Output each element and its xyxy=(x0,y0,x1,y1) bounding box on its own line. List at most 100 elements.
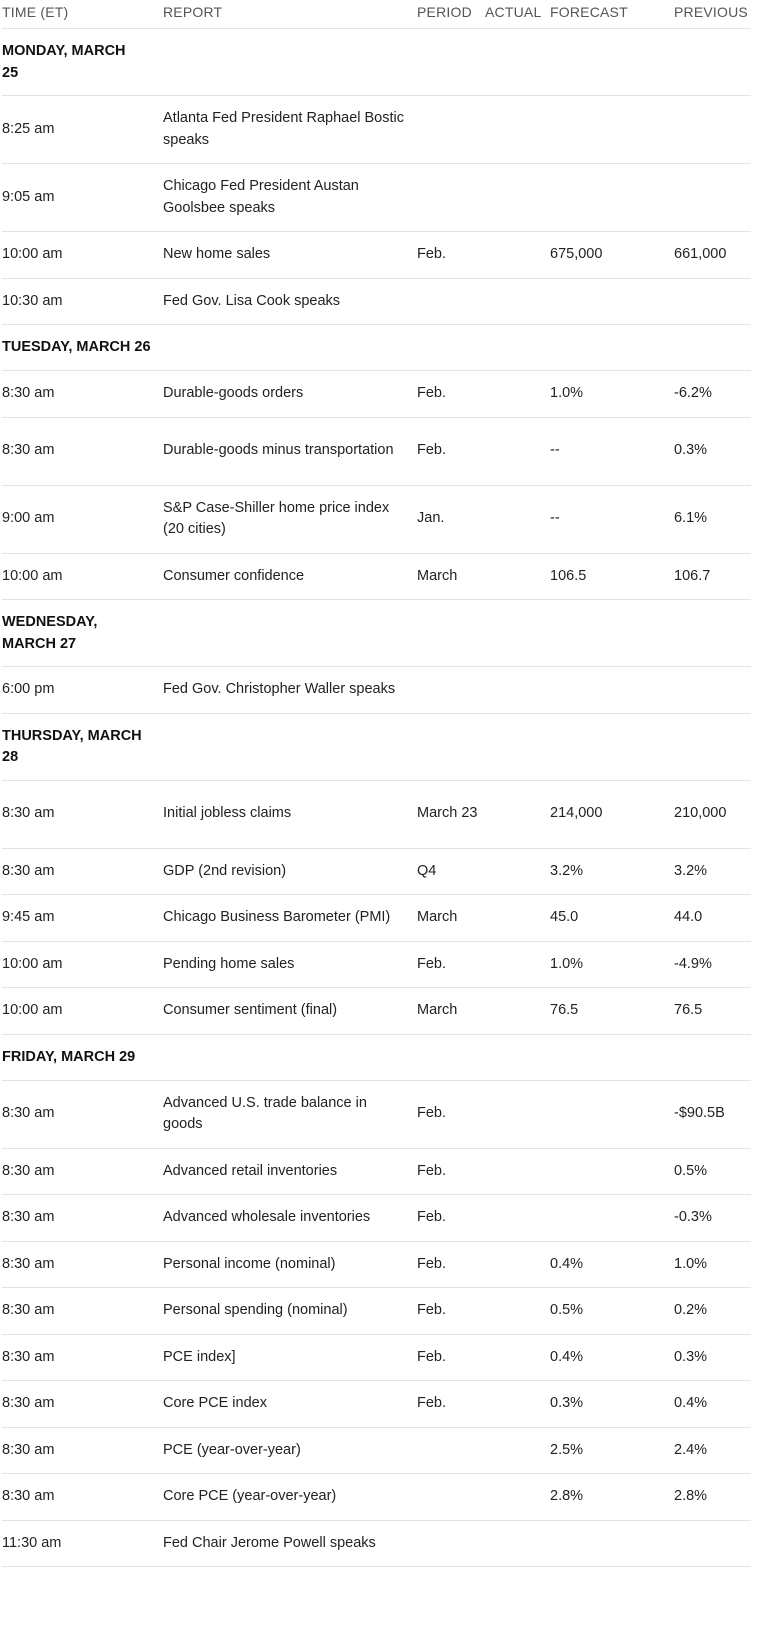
period-cell: March xyxy=(417,553,485,600)
forecast-cell: -- xyxy=(550,417,674,486)
day-label: FRIDAY, MARCH 29 xyxy=(2,1048,136,1065)
header-time: TIME (ET) xyxy=(2,0,163,29)
previous-cell xyxy=(674,163,751,232)
forecast-cell xyxy=(550,95,674,164)
actual-cell xyxy=(485,848,550,895)
period-cell: Feb. xyxy=(417,1148,485,1195)
forecast-cell: 1.0% xyxy=(550,370,674,418)
report-cell: S&P Case-Shiller home price index (20 ci… xyxy=(163,485,417,554)
report-cell: Consumer confidence xyxy=(163,553,417,600)
forecast-cell: 0.5% xyxy=(550,1287,674,1335)
header-actual: ACTUAL xyxy=(485,0,550,29)
previous-cell: 6.1% xyxy=(674,485,751,554)
time-cell: 8:30 am xyxy=(2,1148,163,1195)
time-cell: 10:00 am xyxy=(2,231,163,279)
forecast-cell: 106.5 xyxy=(550,553,674,600)
table-row: 6:00 pm Fed Gov. Christopher Waller speak… xyxy=(2,666,751,714)
day-empty-cell xyxy=(163,599,417,667)
period-cell xyxy=(417,666,485,714)
forecast-cell: 0.4% xyxy=(550,1334,674,1381)
period-cell: March xyxy=(417,894,485,942)
forecast-cell: 675,000 xyxy=(550,231,674,279)
period-cell: Jan. xyxy=(417,485,485,554)
day-label: TUESDAY, MARCH 26 xyxy=(2,339,151,355)
period-cell xyxy=(417,1473,485,1521)
actual-cell xyxy=(485,485,550,554)
previous-cell: 1.0% xyxy=(674,1241,751,1288)
actual-cell xyxy=(485,1080,550,1149)
day-empty-cell xyxy=(485,28,550,96)
table-row: 9:05 am Chicago Fed President Austan Gool… xyxy=(2,163,751,232)
report-cell: Durable-goods minus transportation xyxy=(163,417,417,486)
actual-cell xyxy=(485,1194,550,1242)
day-empty-cell xyxy=(417,713,485,781)
previous-cell: 2.8% xyxy=(674,1473,751,1521)
report-cell: Fed Gov. Christopher Waller speaks xyxy=(163,666,417,714)
period-cell: Feb. xyxy=(417,370,485,418)
day-empty-cell xyxy=(485,324,550,371)
table-row: 8:30 am Durable-goods minus transportatio… xyxy=(2,417,751,486)
table-row: 8:30 am PCE (year-over-year) 2.5% 2.4% xyxy=(2,1427,751,1474)
day-cell: TUESDAY, MARCH 26 xyxy=(2,324,163,371)
time-cell: 8:30 am xyxy=(2,780,163,849)
report-cell: Atlanta Fed President Raphael Bostic spe… xyxy=(163,95,417,164)
actual-cell xyxy=(485,1427,550,1474)
report-cell: GDP (2nd revision) xyxy=(163,848,417,895)
previous-cell: 44.0 xyxy=(674,894,751,942)
day-empty-cell xyxy=(550,599,674,667)
forecast-cell xyxy=(550,1194,674,1242)
period-cell: Feb. xyxy=(417,1334,485,1381)
report-cell: PCE (year-over-year) xyxy=(163,1427,417,1474)
time-cell: 11:30 am xyxy=(2,1520,163,1567)
report-cell: Chicago Business Barometer (PMI) xyxy=(163,894,417,942)
report-cell: Fed Gov. Lisa Cook speaks xyxy=(163,278,417,325)
actual-cell xyxy=(485,780,550,849)
forecast-cell: 0.3% xyxy=(550,1380,674,1428)
day-empty-cell xyxy=(550,713,674,781)
report-cell: Consumer sentiment (final) xyxy=(163,987,417,1035)
day-cell: MONDAY, MARCH 25 xyxy=(2,28,163,96)
period-cell: Feb. xyxy=(417,1241,485,1288)
table-row: 8:30 am Advanced wholesale inventories Feb… xyxy=(2,1194,751,1242)
forecast-cell: 2.8% xyxy=(550,1473,674,1521)
table-header: TIME (ET) REPORT PERIOD ACTUAL FORECAST … xyxy=(2,0,751,29)
previous-cell: 0.4% xyxy=(674,1380,751,1428)
previous-cell xyxy=(674,1520,751,1567)
table-row: 10:00 am New home sales Feb. 675,000 661,000 xyxy=(2,231,751,279)
day-cell: THURSDAY, MARCH 28 xyxy=(2,713,163,781)
report-cell: PCE index] xyxy=(163,1334,417,1381)
forecast-cell xyxy=(550,278,674,325)
previous-cell: 210,000 xyxy=(674,780,751,849)
time-cell: 8:30 am xyxy=(2,1473,163,1521)
day-empty-cell xyxy=(163,1034,417,1081)
period-cell: Feb. xyxy=(417,941,485,988)
actual-cell xyxy=(485,231,550,279)
day-empty-cell xyxy=(550,28,674,96)
table-row: 10:00 am Pending home sales Feb. 1.0% -4.9% xyxy=(2,941,751,988)
time-cell: 8:30 am xyxy=(2,417,163,486)
table-row: 8:25 am Atlanta Fed President Raphael Bos… xyxy=(2,95,751,164)
table-row: 8:30 am GDP (2nd revision) Q4 3.2% 3.2% xyxy=(2,848,751,895)
report-cell: Personal spending (nominal) xyxy=(163,1287,417,1335)
table-row: 10:00 am Consumer confidence March 106.5 106… xyxy=(2,553,751,600)
report-cell: New home sales xyxy=(163,231,417,279)
time-cell: 10:00 am xyxy=(2,987,163,1035)
day-empty-cell xyxy=(485,599,550,667)
table-row: 8:30 am Durable-goods orders Feb. 1.0% -6.2% xyxy=(2,370,751,418)
forecast-cell xyxy=(550,1148,674,1195)
header-previous: PREVIOUS xyxy=(674,0,751,29)
previous-cell: 0.3% xyxy=(674,417,751,486)
day-empty-cell xyxy=(550,1034,674,1081)
period-cell: March xyxy=(417,987,485,1035)
header-forecast: FORECAST xyxy=(550,0,674,29)
actual-cell xyxy=(485,1473,550,1521)
table-row: 10:30 am Fed Gov. Lisa Cook speaks xyxy=(2,278,751,325)
time-cell: 8:30 am xyxy=(2,1380,163,1428)
previous-cell xyxy=(674,278,751,325)
day-empty-cell xyxy=(417,28,485,96)
day-empty-cell xyxy=(163,324,417,371)
table-row: 9:00 am S&P Case-Shiller home price index… xyxy=(2,485,751,554)
forecast-cell xyxy=(550,666,674,714)
time-cell: 10:00 am xyxy=(2,941,163,988)
period-cell xyxy=(417,95,485,164)
